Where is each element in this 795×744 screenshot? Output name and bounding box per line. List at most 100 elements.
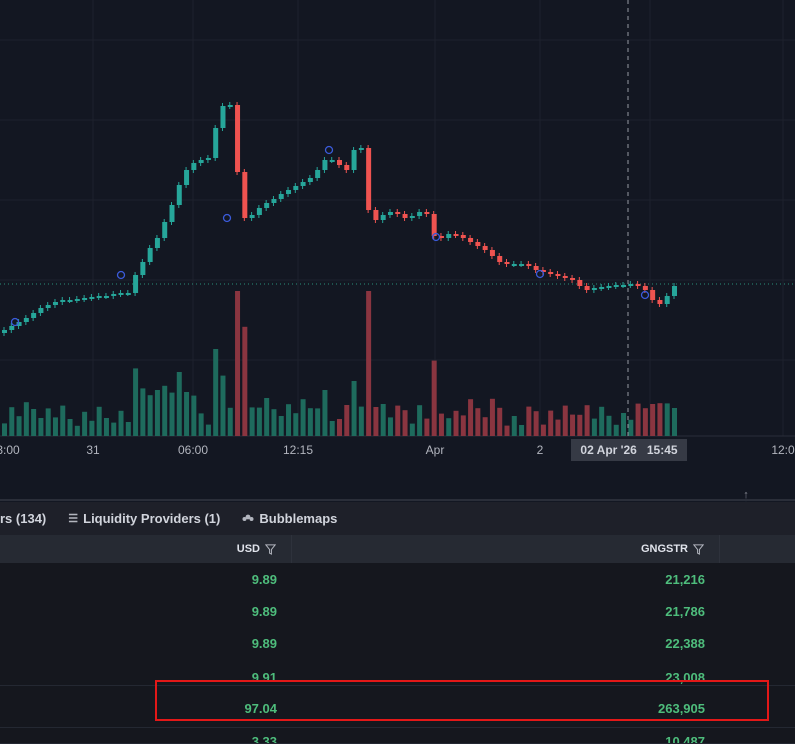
volume-bar xyxy=(460,415,466,436)
volume-bar xyxy=(628,419,634,436)
candle-body xyxy=(497,256,503,262)
volume-bar xyxy=(205,424,211,436)
candle-body xyxy=(2,330,7,333)
tab-label: Liquidity Providers (1) xyxy=(83,511,221,526)
candle-body xyxy=(38,308,44,313)
volume-bar xyxy=(9,407,15,436)
volume-bar xyxy=(562,405,568,436)
volume-bar xyxy=(256,407,262,436)
table-row[interactable]: 97.04 263,905 xyxy=(0,686,795,728)
candle-body xyxy=(271,199,277,203)
volume-bar xyxy=(591,418,597,436)
column-header-gngstr[interactable]: GNGSTR xyxy=(292,535,704,563)
candle-body xyxy=(664,296,670,304)
volume-bar xyxy=(2,423,7,436)
volume-bar xyxy=(264,398,270,436)
filter-icon[interactable] xyxy=(693,543,704,555)
candle-body xyxy=(380,215,386,220)
table-row[interactable]: 9.89 21,786 xyxy=(0,595,795,628)
candle-body xyxy=(519,264,525,266)
table-row[interactable]: 9.91 23,008 xyxy=(0,659,795,686)
trade-marker-icon xyxy=(431,232,441,242)
column-header-usd[interactable]: USD xyxy=(0,535,276,563)
tab-holders[interactable]: rs (134) xyxy=(0,511,46,526)
filter-icon[interactable] xyxy=(265,543,276,555)
volume-bar xyxy=(453,410,459,436)
trade-marker-icon xyxy=(222,213,232,223)
candle-body xyxy=(256,208,262,215)
candle-body xyxy=(446,234,452,238)
volume-bar xyxy=(213,349,219,436)
candle-body xyxy=(482,246,488,250)
time-axis-label: Apr xyxy=(425,443,445,457)
volume-bar xyxy=(329,421,335,436)
volume-bar xyxy=(577,414,583,436)
tab-liquidity-providers[interactable]: ☰ Liquidity Providers (1) xyxy=(68,511,220,526)
candle-body xyxy=(337,160,342,165)
tab-bubblemaps[interactable]: Bubblemaps xyxy=(242,511,337,526)
amount-cell: 21,216 xyxy=(665,571,705,587)
time-axis-label: 12:15 xyxy=(282,443,314,457)
candle-body xyxy=(409,216,415,218)
table-row[interactable]: 9.89 21,216 xyxy=(0,563,795,596)
volume-bar xyxy=(468,399,474,436)
candle-body xyxy=(111,294,117,296)
candlestick-canvas[interactable] xyxy=(0,0,795,490)
candle-body xyxy=(468,238,474,242)
table-row[interactable]: 3.33 10,487 xyxy=(0,728,795,744)
panel-divider xyxy=(0,499,795,501)
trade-marker-icon xyxy=(10,317,20,327)
candle-body xyxy=(395,212,401,214)
candle-body xyxy=(249,215,255,218)
volume-bar xyxy=(584,405,590,436)
candle-body xyxy=(329,160,335,162)
candle-body xyxy=(103,296,109,298)
candle-body xyxy=(570,278,576,280)
volume-bar xyxy=(23,402,29,436)
crosshair-time: 15:45 xyxy=(646,443,678,457)
volume-bar xyxy=(52,417,58,436)
candle-body xyxy=(533,266,539,270)
bubblemaps-icon xyxy=(242,512,254,525)
time-axis-label: 2 xyxy=(536,443,544,457)
candle-body xyxy=(431,214,437,236)
candle-body xyxy=(96,296,102,298)
candle-body xyxy=(278,194,284,199)
candle-body xyxy=(300,182,306,186)
volume-bar xyxy=(140,388,146,436)
candle-body xyxy=(45,305,51,308)
volume-bar xyxy=(482,417,488,436)
volume-bar xyxy=(133,368,139,436)
volume-bar xyxy=(67,419,73,436)
candle-body xyxy=(591,288,597,290)
candle-body xyxy=(628,284,634,286)
amount-cell: 263,905 xyxy=(658,700,705,716)
candle-body xyxy=(402,214,408,218)
table-row[interactable]: 9.89 22,388 xyxy=(0,627,795,660)
table-header: USD GNGSTR xyxy=(0,535,795,563)
candle-body xyxy=(387,212,393,215)
candle-body xyxy=(74,299,80,301)
volume-bar xyxy=(387,417,393,436)
list-icon: ☰ xyxy=(68,513,79,525)
usd-cell: 97.04 xyxy=(244,700,277,716)
candle-body xyxy=(577,280,583,286)
volume-bar xyxy=(103,418,109,436)
candle-body xyxy=(9,326,15,330)
price-chart[interactable]: 3:00 31 06:00 12:15 Apr 2 12:0 02 Apr '2… xyxy=(0,0,795,490)
volume-bar xyxy=(249,407,255,436)
candle-body xyxy=(23,318,29,322)
candle-body xyxy=(562,276,568,278)
volume-bar xyxy=(235,291,241,436)
candle-body xyxy=(16,322,22,326)
volume-bar xyxy=(540,424,546,436)
candle-body xyxy=(60,300,66,302)
candle-body xyxy=(584,286,590,290)
candle-body xyxy=(460,235,466,238)
volume-bar xyxy=(82,411,88,436)
amount-cell: 10,487 xyxy=(665,733,705,744)
trade-marker-icon xyxy=(116,270,126,280)
volume-bar xyxy=(497,407,503,436)
volume-bar xyxy=(111,422,117,436)
candle-body xyxy=(293,186,299,190)
